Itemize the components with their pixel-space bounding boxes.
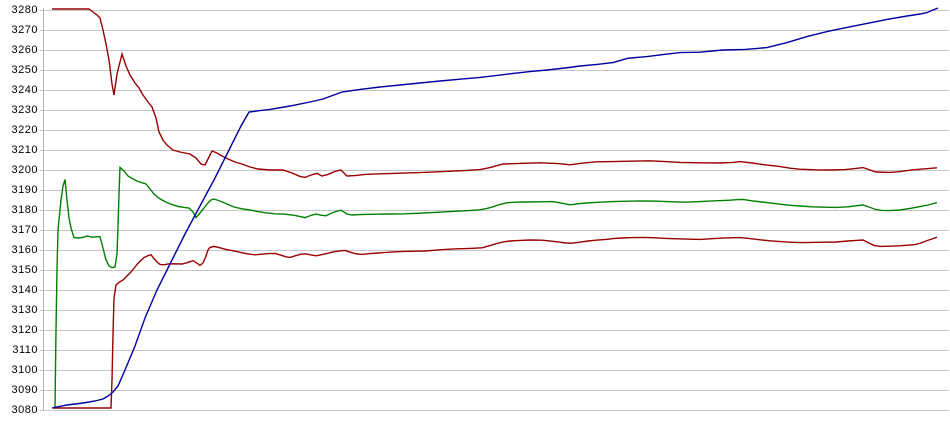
y-axis-tick-label-3080: 3080 — [11, 403, 38, 416]
y-axis-tick-label-3200: 3200 — [11, 163, 38, 176]
y-axis-tick-label-3120: 3120 — [11, 323, 38, 336]
y-axis-tick-label-3230: 3230 — [11, 103, 38, 116]
y-axis-tick-label-3250: 3250 — [11, 63, 38, 76]
y-axis-tick-label-3270: 3270 — [11, 23, 38, 36]
y-axis-tick-label-3150: 3150 — [11, 263, 38, 276]
blue-line — [51, 7, 939, 409]
y-axis-tick-label-3130: 3130 — [11, 303, 38, 316]
y-axis-tick-label-3260: 3260 — [11, 43, 38, 56]
y-axis-tick-label-3210: 3210 — [11, 143, 38, 156]
y-axis-tick-label-3140: 3140 — [11, 283, 38, 296]
y-axis-tick-label-3240: 3240 — [11, 83, 38, 96]
lower-dark-red-line — [53, 236, 938, 409]
y-axis-tick-label-3090: 3090 — [11, 383, 38, 396]
y-axis-tick-label-3180: 3180 — [11, 203, 38, 216]
green-line — [54, 165, 938, 409]
y-axis-tick-label-3170: 3170 — [11, 223, 38, 236]
upper-dark-red-line — [52, 8, 938, 179]
y-axis-tick-label-3110: 3110 — [12, 343, 38, 356]
y-axis-tick-label-3160: 3160 — [11, 243, 38, 256]
y-axis-tick-label-3190: 3190 — [11, 183, 38, 196]
y-axis-tick-label-3220: 3220 — [11, 123, 38, 136]
y-axis-tick-label-3100: 3100 — [11, 363, 38, 376]
y-axis-tick-label-3280: 3280 — [11, 3, 38, 16]
